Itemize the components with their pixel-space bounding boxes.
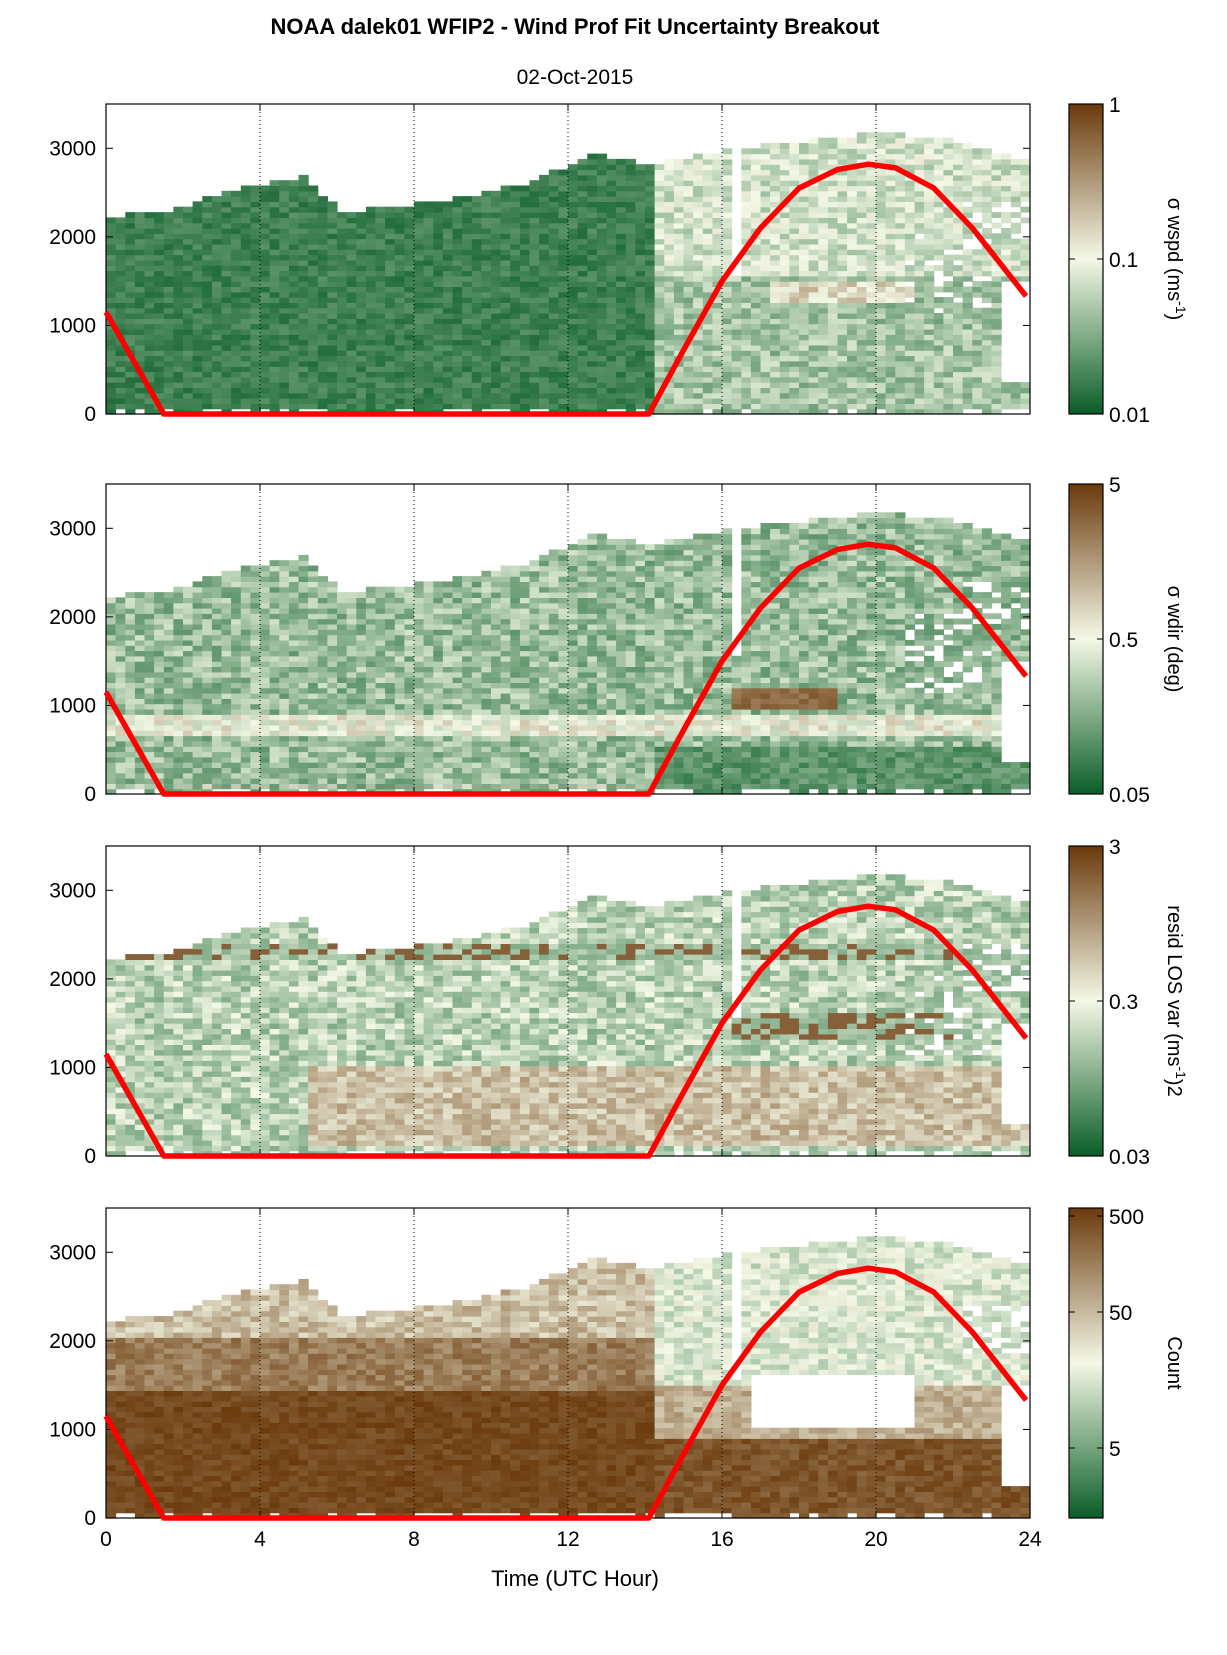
colorbar-label-sup: -1	[1173, 301, 1189, 314]
colorbar-label-main: σ wspd (ms	[1163, 198, 1185, 301]
heatmap-cells	[106, 874, 1031, 1157]
colorbar-tick-label: 0.1	[1109, 249, 1138, 272]
x-tick-label: 8	[408, 1528, 420, 1551]
x-tick-label: 0	[100, 1528, 112, 1551]
y-tick-label: 2000	[49, 968, 96, 991]
heatmap-cells	[106, 512, 1031, 795]
heatmap-cells	[106, 1236, 1031, 1519]
y-tick-label: 3000	[49, 1241, 96, 1264]
heatmap-cells	[106, 132, 1031, 415]
y-tick-label: 2000	[49, 226, 96, 249]
y-tick-label: 1000	[49, 694, 96, 717]
y-tick-label: 2000	[49, 1330, 96, 1353]
colorbar-tick-label: 500	[1109, 1206, 1144, 1229]
x-tick-label: 20	[864, 1528, 887, 1551]
colorbar-label-end: )2	[1163, 1079, 1185, 1097]
x-tick-label: 24	[1018, 1528, 1042, 1551]
y-tick-label: 0	[84, 403, 96, 426]
x-axis-label: Time (UTC Hour)	[491, 1566, 659, 1591]
colorbar-tick-label: 0.05	[1109, 784, 1150, 807]
panel-1: 0 1000 2000 3000 0.01 0.1 1 σ wspd (ms-1)	[49, 94, 1189, 427]
overlay-line	[103, 1265, 1029, 1521]
colorbar-label-end: )	[1163, 314, 1185, 321]
colorbar-tick-label: 1	[1109, 94, 1121, 117]
colorbar-label: Count	[1163, 1336, 1185, 1390]
y-tick-label: 3000	[49, 137, 96, 160]
x-tick-label: 4	[254, 1528, 266, 1551]
colorbar-tick-label: 3	[1109, 836, 1121, 859]
y-tick-label: 1000	[49, 1056, 96, 1079]
colorbar-label-sup: -1	[1173, 1066, 1189, 1079]
y-tick-label: 0	[84, 1507, 96, 1530]
figure-title: NOAA dalek01 WFIP2 - Wind Prof Fit Uncer…	[271, 14, 881, 39]
overlay-line	[103, 161, 1029, 417]
y-tick-label: 1000	[49, 314, 96, 337]
colorbar-tick-label: 50	[1109, 1302, 1132, 1325]
colorbar-label: σ wspd (ms-1)	[1163, 198, 1189, 321]
y-tick-label: 0	[84, 1145, 96, 1168]
x-tick-label: 12	[556, 1528, 579, 1551]
y-tick-label: 2000	[49, 606, 96, 629]
overlay-line	[103, 541, 1029, 797]
y-tick-label: 3000	[49, 517, 96, 540]
colorbar	[1068, 1207, 1104, 1519]
colorbar-tick-label: 5	[1109, 474, 1121, 497]
figure-subtitle: 02-Oct-2015	[517, 66, 634, 89]
colorbar-tick-label: 5	[1109, 1438, 1121, 1461]
panel-2: 0 1000 2000 3000 0.05 0.5 5 σ wdir (deg)	[49, 474, 1185, 807]
colorbar-tick-label: 0.01	[1109, 404, 1150, 427]
colorbar-tick-label: 0.3	[1109, 991, 1138, 1014]
panel-4: 0 4 8 12 16 20 24 0 1000 2000 3000 5 50 500 Count	[49, 1206, 1185, 1551]
colorbar-tick-label: 0.5	[1109, 629, 1138, 652]
x-tick-label: 16	[710, 1528, 733, 1551]
colorbar-label: σ wdir (deg)	[1163, 586, 1185, 693]
panel-3: 0 1000 2000 3000 0.03 0.3 3 resid LOS var (ms-1…	[49, 836, 1189, 1169]
y-tick-label: 1000	[49, 1418, 96, 1441]
overlay-line	[103, 903, 1029, 1159]
colorbar-label: resid LOS var (ms-1)2	[1163, 905, 1189, 1096]
colorbar-label-main: σ wdir (deg)	[1163, 586, 1185, 693]
y-tick-label: 0	[84, 783, 96, 806]
colorbar-label-main: Count	[1163, 1336, 1185, 1390]
y-tick-label: 3000	[49, 879, 96, 902]
colorbar-label-main: resid LOS var (ms	[1163, 905, 1185, 1066]
colorbar-tick-label: 0.03	[1109, 1146, 1150, 1169]
